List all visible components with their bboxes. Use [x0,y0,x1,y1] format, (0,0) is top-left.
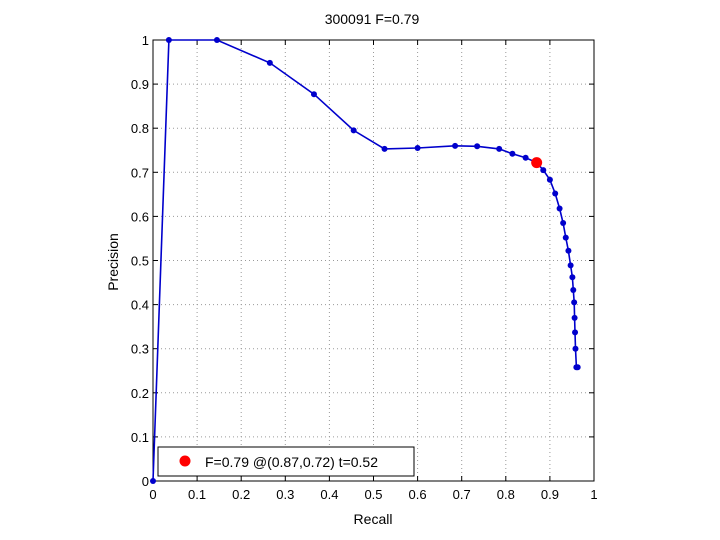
pr-point [310,91,317,98]
pr-point [350,127,357,134]
legend-label: F=0.79 @(0.87,0.72) t=0.52 [205,454,378,470]
y-tick-labels: 0 0.1 0.2 0.3 0.4 0.5 0.6 0.7 0.8 0.9 1 [131,33,149,489]
pr-point [570,287,577,294]
pr-point [540,167,547,174]
pr-point [414,145,421,152]
y-tick-label: 0.2 [131,386,149,401]
legend-box [157,446,415,477]
pr-point [165,37,172,43]
y-tick-label: 0.8 [131,121,149,136]
pr-point [150,478,156,484]
y-tick-label: 0.5 [131,254,149,269]
pr-point [381,145,388,152]
x-tick-label: 0.5 [364,487,382,502]
y-axis-label: Precision [105,233,121,291]
pr-point [556,205,563,212]
pr-point [572,345,579,352]
pr-point [562,234,569,241]
pr-point [567,262,574,269]
pr-point [571,299,578,306]
y-tick-label: 0.9 [131,77,149,92]
legend-marker [179,455,191,467]
pr-point [546,176,553,183]
x-tick-label: 0.7 [453,487,471,502]
y-tick-label: 0.7 [131,165,149,180]
pr-point [509,150,516,157]
x-tick-label: 0.6 [409,487,427,502]
legend: F=0.79 @(0.87,0.72) t=0.52 [157,446,415,477]
x-tick-label: 0 [149,487,156,502]
pr-point [572,329,579,336]
x-tick-label: 0.8 [497,487,515,502]
pr-point [569,274,576,281]
x-tick-label: 0.1 [188,487,206,502]
y-tick-label: 0 [142,474,149,489]
y-tick-label: 0.3 [131,342,149,357]
pr-point [452,142,459,149]
pr-point [560,220,567,227]
y-tick-label: 0.4 [131,298,149,313]
pr-point [574,364,581,371]
pr-point [474,143,481,150]
pr-point [213,37,220,43]
pr-point [571,314,578,321]
x-tick-labels: 0 0.1 0.2 0.3 0.4 0.5 0.6 0.7 0.8 0.9 1 [149,487,597,502]
pr-point [266,59,273,66]
x-tick-label: 0.2 [232,487,250,502]
x-tick-label: 0.4 [320,487,338,502]
x-tick-label: 0.9 [541,487,559,502]
x-tick-label: 0.3 [276,487,294,502]
y-tick-label: 0.1 [131,430,149,445]
pr-point [522,154,529,161]
best-f-point [531,157,543,169]
x-axis-label: Recall [354,511,393,527]
x-tick-label: 1 [590,487,597,502]
pr-point [552,190,559,197]
pr-point [496,145,503,152]
chart-title: 300091 F=0.79 [325,11,420,27]
y-tick-label: 1 [142,33,149,48]
y-tick-label: 0.6 [131,209,149,224]
pr-point [565,247,572,254]
axis-ticks [152,39,595,482]
grid-lines [153,40,594,481]
